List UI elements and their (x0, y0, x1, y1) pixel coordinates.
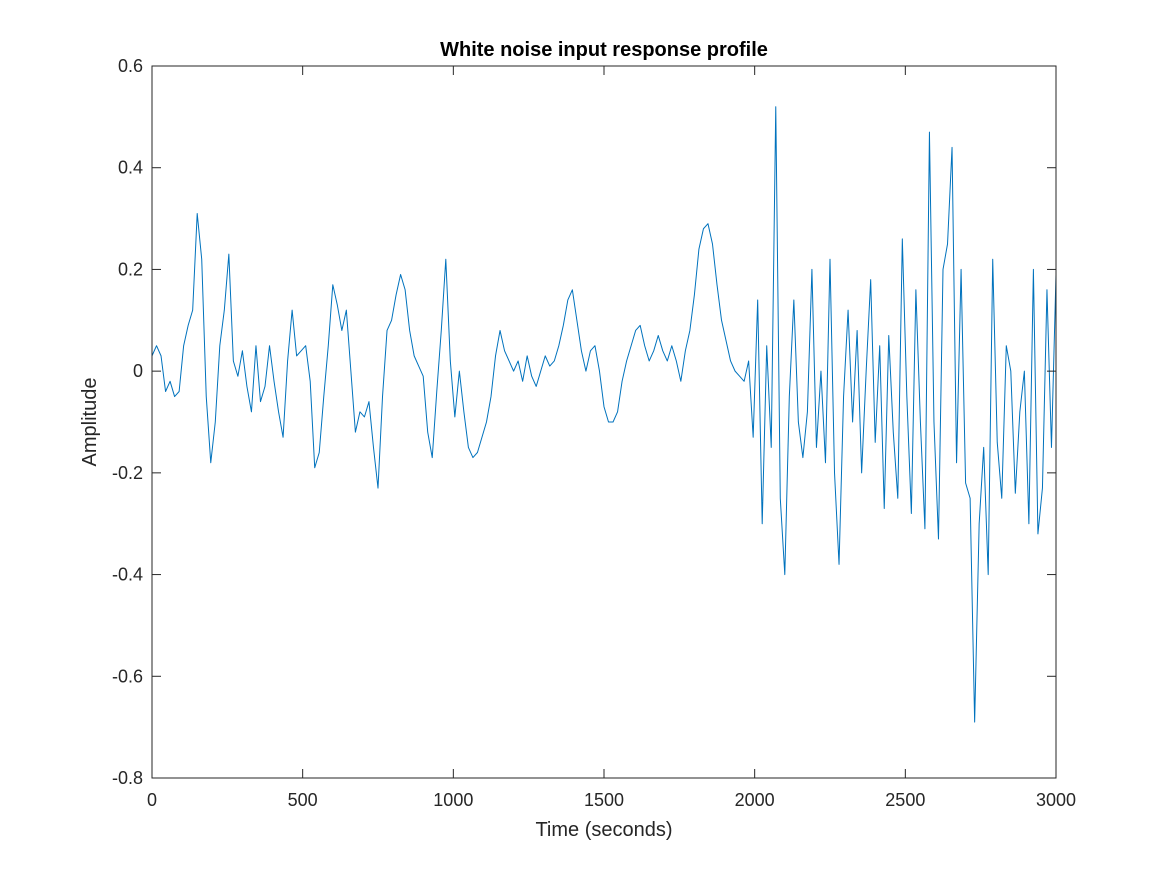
data-layer (151, 106, 1057, 723)
y-axis-label: Amplitude (79, 378, 101, 467)
x-tick-label: 2000 (735, 790, 775, 810)
series-line-0 (151, 106, 1057, 723)
chart-title: White noise input response profile (440, 39, 768, 61)
x-tick-label: 2500 (885, 790, 925, 810)
x-tick-label: 500 (288, 790, 318, 810)
ticks-layer: 0 500 1000 1500 2000 2500 3000 -0.8 -0.6 -0.4 -0.2… (112, 56, 1076, 810)
y-tick-label: -0.4 (112, 565, 143, 585)
y-tick-label: 0.4 (118, 158, 143, 178)
x-tick-label: 1000 (433, 790, 473, 810)
x-axis-label: Time (seconds) (535, 819, 672, 841)
x-tick-label: 0 (147, 790, 157, 810)
y-tick-label: -0.2 (112, 463, 143, 483)
y-tick-label: 0.6 (118, 56, 143, 76)
y-tick-label: -0.8 (112, 768, 143, 788)
y-tick-label: -0.6 (112, 666, 143, 686)
x-tick-label: 3000 (1036, 790, 1076, 810)
y-tick-label: 0.2 (118, 259, 143, 279)
y-tick-label: 0 (133, 361, 143, 381)
x-tick-label: 1500 (584, 790, 624, 810)
